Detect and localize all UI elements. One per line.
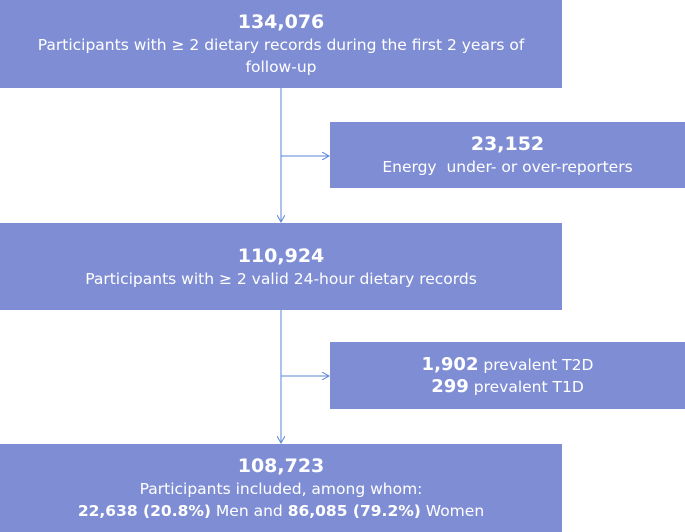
exclusion1-label: Energy under- or over-reporters [382,158,633,176]
box-start: 134,076 Participants with ≥ 2 dietary re… [0,0,562,88]
box-exclusion-energy: 23,152 Energy under- or over-reporters [330,122,685,188]
start-count: 134,076 [237,11,325,33]
start-label: Participants with ≥ 2 dietary records du… [37,36,525,76]
middle-count: 110,924 [237,244,325,267]
t2d-label: prevalent T2D [483,355,594,374]
women-label: Women [425,502,485,520]
box-middle: 110,924 Participants with ≥ 2 valid 24-h… [0,223,562,310]
final-breakdown: 22,638 (20.8%) Men and 86,085 (79.2%) Wo… [0,500,562,522]
middle-label: Participants with ≥ 2 valid 24-hour diet… [85,269,477,288]
t1d-count: 299 [431,375,469,397]
men-count: 22,638 (20.8%) [77,502,211,520]
final-label: Participants included, among whom: [139,480,423,498]
box-final: 108,723 Participants included, among who… [0,444,562,532]
men-label: Men and [215,502,283,520]
exclusion1-count: 23,152 [470,133,545,155]
final-count: 108,723 [237,455,325,477]
box-exclusion-diabetes: 1,902 prevalent T2D 299 prevalent T1D [330,342,685,409]
t1d-line: 299 prevalent T1D [330,376,685,398]
t1d-label: prevalent T1D [473,377,584,396]
t2d-count: 1,902 [421,353,479,375]
women-count: 86,085 (79.2%) [287,502,421,520]
t2d-line: 1,902 prevalent T2D [330,354,685,376]
